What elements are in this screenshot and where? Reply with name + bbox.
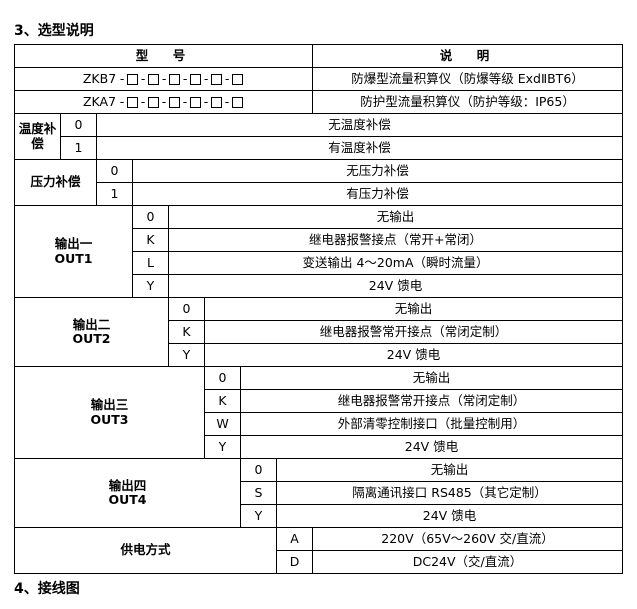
option-desc: DC24V（交/直流） xyxy=(312,550,624,574)
group-label-out3: 输出三 OUT3 xyxy=(14,366,205,459)
option-desc: 24V 馈电 xyxy=(167,274,624,298)
model-code-zka7: ZKA7 - - - - - - xyxy=(13,90,314,114)
table-row: 1 有压力补偿 xyxy=(15,182,624,206)
table-row: Y 24V 馈电 xyxy=(15,274,624,298)
group-label-out1-cn: 输出一 xyxy=(54,236,93,252)
table-row: 供电方式 A 220V（65V～260V 交/直流） xyxy=(14,527,624,574)
group-label-out2-cn: 输出二 xyxy=(72,316,111,332)
table-row: ZKB7 - - - - - - 防爆型流量积算仪（防爆等级 ExdⅡBT6） xyxy=(13,67,624,91)
option-code: 0 xyxy=(60,113,97,137)
model-box xyxy=(232,73,244,85)
option-code: Y xyxy=(204,435,241,459)
group-label-out1-en: OUT1 xyxy=(54,250,93,266)
group-label-out2: 输出二 OUT2 xyxy=(14,297,169,367)
table-row: 输出一 OUT1 0 无输出 xyxy=(14,205,624,298)
group-label-out4: 输出四 OUT4 xyxy=(14,458,241,528)
table-row: 压力补偿 0 无压力补偿 xyxy=(14,159,624,206)
option-code: K xyxy=(132,228,169,252)
option-code: Y xyxy=(240,504,277,528)
table-row: 输出三 OUT3 0 无输出 xyxy=(14,366,624,459)
model-box xyxy=(169,73,181,85)
model-code-zkb7: ZKB7 - - - - - - xyxy=(13,67,314,91)
option-code: 0 xyxy=(204,366,241,390)
option-desc: 无输出 xyxy=(275,458,624,482)
option-desc: 继电器报警常开接点（常闭定制） xyxy=(203,320,624,344)
model-desc: 防护型流量积算仪（防护等级：IP65） xyxy=(312,90,624,114)
table-row: ZKA7 - - - - - - 防护型流量积算仪（防护等级：IP65） xyxy=(13,90,624,114)
model-selection-table: 型 号 说 明 ZKB7 - - - - - - 防爆型流量积算仪（防爆等级 E… xyxy=(13,44,624,574)
model-prefix: ZKB7 xyxy=(82,70,117,86)
option-code: S xyxy=(240,481,277,505)
table-row: 输出二 OUT2 0 无输出 xyxy=(14,297,624,367)
option-code: A xyxy=(275,527,314,551)
model-box xyxy=(127,96,139,108)
model-box xyxy=(127,73,139,85)
option-desc: 外部清零控制接口（批量控制用） xyxy=(239,412,624,436)
header-model: 型 号 xyxy=(13,44,314,68)
option-code: L xyxy=(132,251,169,275)
group-label-out3-en: OUT3 xyxy=(90,411,129,427)
option-desc: 变送输出 4～20mA（瞬时流量） xyxy=(167,251,624,275)
option-desc: 无输出 xyxy=(239,366,624,390)
group-label-temp: 温度补偿 xyxy=(14,113,61,160)
model-box xyxy=(190,73,202,85)
option-desc: 无输出 xyxy=(167,205,624,229)
option-code: K xyxy=(168,320,205,344)
option-code: W xyxy=(204,412,241,436)
option-code: K xyxy=(204,389,241,413)
table-row: K 继电器报警常开接点（常闭定制） xyxy=(15,389,624,413)
table-row: K 继电器报警常开接点（常闭定制） xyxy=(15,320,624,344)
model-box xyxy=(232,96,244,108)
group-label-out3-cn: 输出三 xyxy=(90,397,129,413)
table-row: D DC24V（交/直流） xyxy=(15,550,624,574)
group-label-power: 供电方式 xyxy=(14,527,277,574)
model-desc: 防爆型流量积算仪（防爆等级 ExdⅡBT6） xyxy=(312,67,624,91)
page-title-selection: 3、选型说明 xyxy=(14,23,94,39)
option-desc: 隔离通讯接口 RS485（其它定制） xyxy=(275,481,624,505)
option-code: 0 xyxy=(240,458,277,482)
option-code: 0 xyxy=(96,159,133,183)
page-title-wiring: 4、接线图 xyxy=(14,581,80,597)
header-desc: 说 明 xyxy=(312,44,624,68)
option-desc: 无温度补偿 xyxy=(95,113,624,137)
table-header-row: 型 号 说 明 xyxy=(13,44,624,68)
option-desc: 24V 馈电 xyxy=(275,504,624,528)
table-row: 温度补偿 0 无温度补偿 xyxy=(14,113,624,160)
model-box xyxy=(148,96,160,108)
model-box xyxy=(211,73,223,85)
group-label-out1: 输出一 OUT1 xyxy=(14,205,133,298)
model-box xyxy=(190,96,202,108)
option-desc: 24V 馈电 xyxy=(239,435,624,459)
option-desc: 有温度补偿 xyxy=(95,136,624,160)
table-row: W 外部清零控制接口（批量控制用） xyxy=(15,412,624,436)
group-label-out4-cn: 输出四 xyxy=(108,477,147,493)
option-code: Y xyxy=(168,343,205,367)
option-desc: 继电器报警常开接点（常闭定制） xyxy=(239,389,624,413)
table-row: L 变送输出 4～20mA（瞬时流量） xyxy=(15,251,624,275)
model-prefix: ZKA7 xyxy=(82,93,117,109)
option-code: 0 xyxy=(132,205,169,229)
table-row: 输出四 OUT4 0 无输出 xyxy=(14,458,624,528)
option-desc: 24V 馈电 xyxy=(203,343,624,367)
table-row: Y 24V 馈电 xyxy=(15,435,624,459)
model-box xyxy=(169,96,181,108)
model-box xyxy=(211,96,223,108)
table-row: 1 有温度补偿 xyxy=(15,136,624,160)
group-label-out2-en: OUT2 xyxy=(72,331,111,346)
option-desc: 无压力补偿 xyxy=(131,159,624,183)
option-code: 1 xyxy=(60,136,97,160)
group-label-out4-en: OUT4 xyxy=(108,492,147,507)
option-code: Y xyxy=(132,274,169,298)
group-label-pressure: 压力补偿 xyxy=(14,159,97,206)
option-code: 0 xyxy=(168,297,205,321)
option-desc: 无输出 xyxy=(203,297,624,321)
model-box xyxy=(148,73,160,85)
option-desc: 继电器报警接点（常开+常闭） xyxy=(167,228,624,252)
option-code: 1 xyxy=(96,182,133,206)
option-desc: 有压力补偿 xyxy=(131,182,624,206)
option-desc: 220V（65V～260V 交/直流） xyxy=(312,527,624,551)
option-code: D xyxy=(275,550,314,574)
